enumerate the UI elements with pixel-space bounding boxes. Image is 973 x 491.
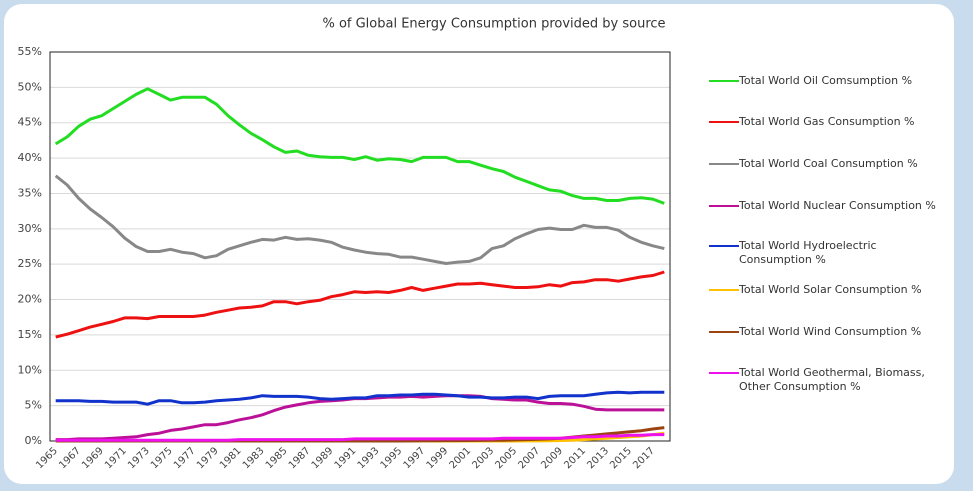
legend-label: Total World Nuclear Consumption % <box>739 199 936 212</box>
x-tick-label: 2011 <box>562 445 588 471</box>
legend-swatch <box>709 80 739 82</box>
y-tick-label: 5% <box>25 399 42 412</box>
y-tick-label: 40% <box>18 151 42 164</box>
series-line <box>54 87 665 205</box>
x-tick-label: 1975 <box>149 445 175 471</box>
series-line <box>55 390 665 406</box>
legend-label: Total World Hydroelectric Consumption % <box>739 239 877 266</box>
chart: % of Global Energy Consumption provided … <box>18 17 671 471</box>
x-tick-label: 1981 <box>218 445 244 471</box>
legend-label: Total World Oil Comsumption % <box>739 74 913 87</box>
x-tick-label: 2009 <box>539 445 565 471</box>
legend-swatch <box>709 245 739 247</box>
x-tick-label: 1965 <box>34 445 60 471</box>
x-tick-label: 1989 <box>310 445 336 471</box>
x-tick-label: 2003 <box>471 445 497 471</box>
series-line <box>55 433 665 442</box>
x-tick-label: 2015 <box>608 445 634 471</box>
x-tick-label: 2013 <box>585 445 611 471</box>
y-tick-label: 10% <box>18 363 42 376</box>
legend-swatch <box>709 331 739 333</box>
x-tick-label: 1983 <box>241 445 267 471</box>
x-tick-label: 1995 <box>379 445 405 471</box>
x-tick-label: 2001 <box>448 445 474 471</box>
x-tick-label: 2007 <box>516 445 542 471</box>
x-tick-label: 1979 <box>195 445 221 471</box>
y-tick-label: 0% <box>25 434 42 447</box>
x-tick-label: 1991 <box>333 445 359 471</box>
legend-swatch <box>709 163 739 165</box>
legend-label: Total World Gas Consumption % <box>739 115 915 128</box>
series-line <box>54 174 665 265</box>
y-tick-label: 25% <box>18 257 42 270</box>
legend-label: Total World Wind Consumption % <box>739 325 922 338</box>
x-tick-label: 1969 <box>80 445 106 471</box>
legend-swatch <box>709 372 739 374</box>
y-tick-label: 45% <box>18 116 42 129</box>
legend-swatch <box>709 205 739 207</box>
x-tick-label: 1971 <box>103 445 129 471</box>
y-tick-label: 55% <box>18 45 42 58</box>
x-tick-label: 2005 <box>493 445 519 471</box>
y-tick-label: 30% <box>18 222 42 235</box>
plot-border <box>49 51 671 442</box>
y-tick-label: 50% <box>18 80 42 93</box>
x-tick-label: 2017 <box>631 445 657 471</box>
x-tick-label: 1967 <box>57 445 83 471</box>
chart-panel: % of Global Energy Consumption provided … <box>4 4 954 484</box>
legend-label: Total World Solar Consumption % <box>739 283 922 296</box>
x-tick-label: 1985 <box>264 445 290 471</box>
legend-label: Total World Coal Consumption % <box>739 157 918 170</box>
x-tick-label: 1973 <box>126 445 152 471</box>
legend-swatch <box>709 289 739 291</box>
legend-swatch <box>709 121 739 123</box>
series-line <box>55 394 665 442</box>
x-tick-label: 1999 <box>425 445 451 471</box>
y-tick-label: 15% <box>18 328 42 341</box>
y-tick-label: 35% <box>18 186 42 199</box>
x-tick-label: 1977 <box>172 445 198 471</box>
x-tick-label: 1987 <box>287 445 313 471</box>
y-tick-label: 20% <box>18 293 42 306</box>
legend-label: Total World Geothermal, Biomass, Other C… <box>739 366 925 393</box>
x-tick-label: 1997 <box>402 445 428 471</box>
chart-title: % of Global Energy Consumption provided … <box>322 17 665 32</box>
series-line <box>55 270 665 339</box>
x-tick-label: 1993 <box>356 445 382 471</box>
